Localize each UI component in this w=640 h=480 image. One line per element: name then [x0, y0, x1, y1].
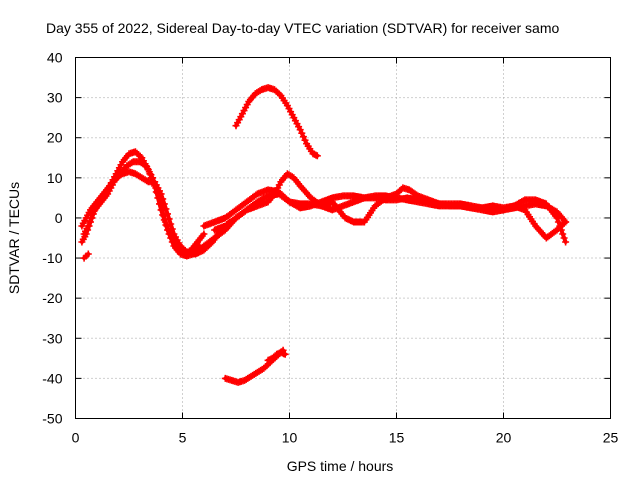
x-tick-label: 25	[603, 430, 619, 446]
y-tick-label: -50	[42, 411, 62, 427]
series-arc-8	[232, 84, 321, 160]
data-point	[557, 226, 565, 234]
y-tick-label: -30	[42, 330, 62, 346]
data-point	[87, 218, 94, 226]
data-point	[164, 210, 171, 218]
data-point	[559, 230, 567, 238]
data-point	[167, 220, 175, 228]
x-tick-label: 10	[282, 430, 298, 446]
x-tick-label: 5	[179, 430, 187, 446]
y-tick-label: 0	[55, 210, 63, 226]
data-point	[553, 214, 561, 222]
data-point	[89, 210, 97, 218]
y-axis-label: SDTVAR / TECUs	[6, 182, 22, 294]
data-point	[85, 222, 93, 230]
data-point	[160, 200, 168, 208]
chart-title: Day 355 of 2022, Sidereal Day-to-day VTE…	[46, 20, 559, 36]
data-point	[562, 218, 570, 226]
data-point	[157, 190, 165, 198]
data-point	[159, 195, 167, 203]
grid-lines	[75, 57, 611, 419]
data-point	[554, 218, 562, 226]
series-arc-7	[211, 170, 570, 246]
axis-tick-labels: 0 5 10 15 20 25 40 30 20 10 0 -10 -20 -30 -40 -50	[42, 50, 618, 446]
x-tick-label: 20	[496, 430, 512, 446]
y-tick-label: -20	[42, 290, 62, 306]
data-point	[168, 225, 176, 233]
plot-frame	[75, 57, 611, 419]
data-point	[313, 152, 321, 160]
series-arc-2	[78, 158, 208, 258]
data-point	[165, 215, 173, 223]
x-tick-label: 0	[72, 430, 80, 446]
data-point	[162, 205, 170, 213]
x-axis-label: GPS time / hours	[287, 458, 394, 474]
data-points	[78, 84, 570, 386]
y-tick-label: -10	[42, 250, 62, 266]
data-point	[281, 350, 289, 358]
series-arc-4	[80, 250, 92, 262]
data-point	[556, 222, 564, 230]
y-tick-label: 40	[47, 50, 63, 66]
series-arc-10	[264, 348, 289, 364]
data-point	[161, 218, 169, 226]
data-point	[84, 226, 92, 234]
data-point	[560, 219, 568, 227]
data-point	[200, 230, 208, 238]
data-point	[82, 230, 90, 238]
data-point	[562, 238, 570, 246]
x-tick-label: 15	[389, 430, 405, 446]
y-tick-label: -40	[42, 370, 62, 386]
y-tick-label: 10	[47, 170, 63, 186]
data-point	[84, 250, 92, 258]
y-tick-label: 30	[47, 90, 63, 106]
y-tick-label: 20	[47, 130, 63, 146]
data-point	[560, 234, 568, 242]
